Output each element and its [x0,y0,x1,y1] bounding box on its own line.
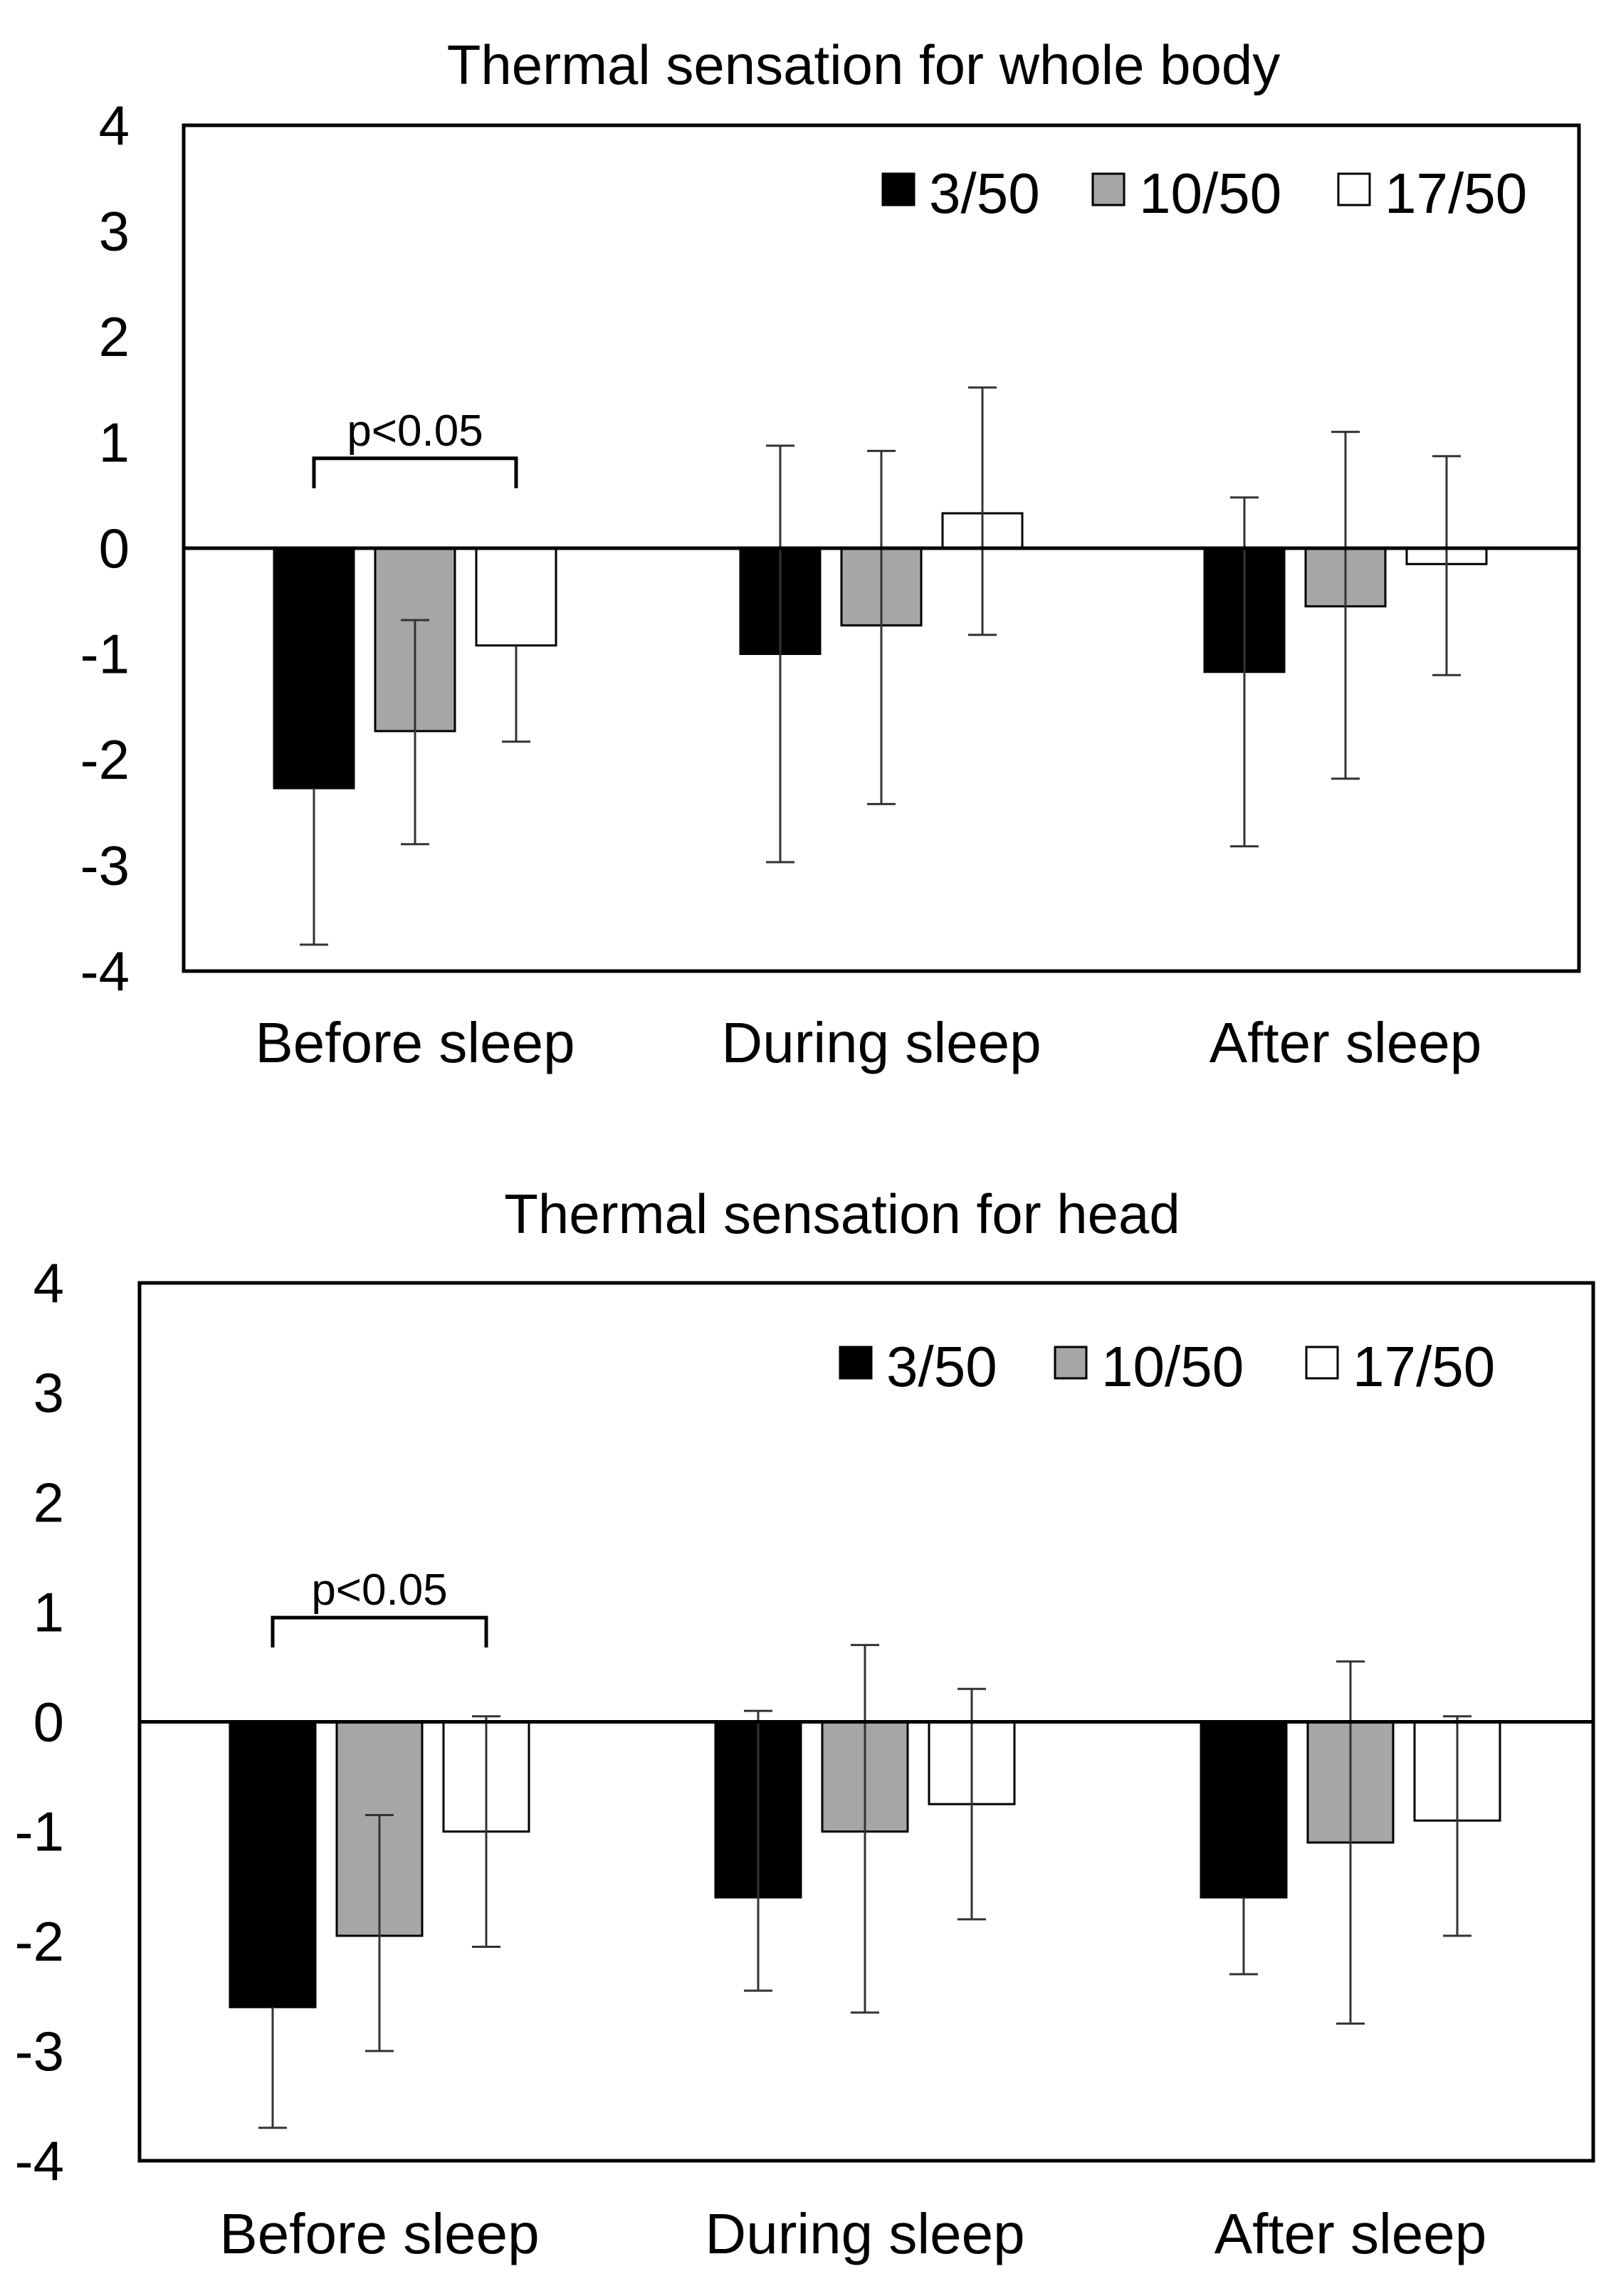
y-tick-label: -3 [80,834,130,897]
y-tick-label: 0 [99,517,130,580]
x-category-label: Before sleep [219,2202,539,2265]
chart-head: Thermal sensation for head 4 3 2 1 0 -1 -2 -3 -4 B… [15,1183,1595,2265]
y-tick-label: 2 [99,305,130,368]
x-category-label: During sleep [705,2202,1024,2265]
y-tick-label: -2 [80,728,130,791]
legend-swatch [1337,172,1371,206]
significance-label: p<0.05 [347,407,483,456]
y-tick-label: 1 [99,412,130,474]
legend-label: 3/50 [929,162,1040,225]
y-tick-label: 2 [33,1471,64,1534]
legend-label: 10/50 [1139,162,1281,225]
chart-title: Thermal sensation for head [504,1183,1180,1245]
legend-swatch [1305,1346,1339,1380]
bar [273,547,355,790]
y-tick-label: 1 [33,1581,64,1643]
y-tick-label: 3 [99,200,130,263]
legend-swatch [881,172,915,206]
bar [1200,1721,1288,1899]
x-category-label: After sleep [1214,2202,1486,2265]
y-tick-label: 4 [33,1252,64,1314]
legend-label: 17/50 [1385,162,1527,225]
x-category-label: Before sleep [255,1011,574,1074]
legend-label: 17/50 [1353,1335,1495,1398]
legend-swatch [1091,172,1126,206]
x-category-label: During sleep [721,1011,1041,1074]
y-tick-label: -1 [80,623,130,686]
y-tick-label: -1 [15,1800,64,1863]
y-tick-label: 4 [99,94,130,157]
legend-label: 3/50 [886,1335,997,1398]
x-category-label: After sleep [1210,1011,1481,1074]
y-tick-label: -2 [15,1910,64,1973]
y-tick-label: -4 [15,2129,64,2192]
legend-label: 10/50 [1101,1335,1244,1398]
chart-title: Thermal sensation for whole body [447,33,1281,96]
y-tick-label: 3 [33,1361,64,1424]
legend-swatch [839,1346,873,1380]
y-tick-label: -3 [15,2020,64,2082]
legend-swatch [1054,1346,1088,1380]
significance-bracket [312,456,518,488]
bar [475,547,557,647]
y-tick-label: -4 [80,940,130,1002]
significance-bracket [271,1615,488,1648]
y-tick-label: 0 [33,1691,64,1754]
significance-label: p<0.05 [311,1566,447,1615]
chart-whole-body: Thermal sensation for whole body 4 3 2 1 0 -1 -… [80,33,1581,1074]
bar [229,1721,317,2008]
